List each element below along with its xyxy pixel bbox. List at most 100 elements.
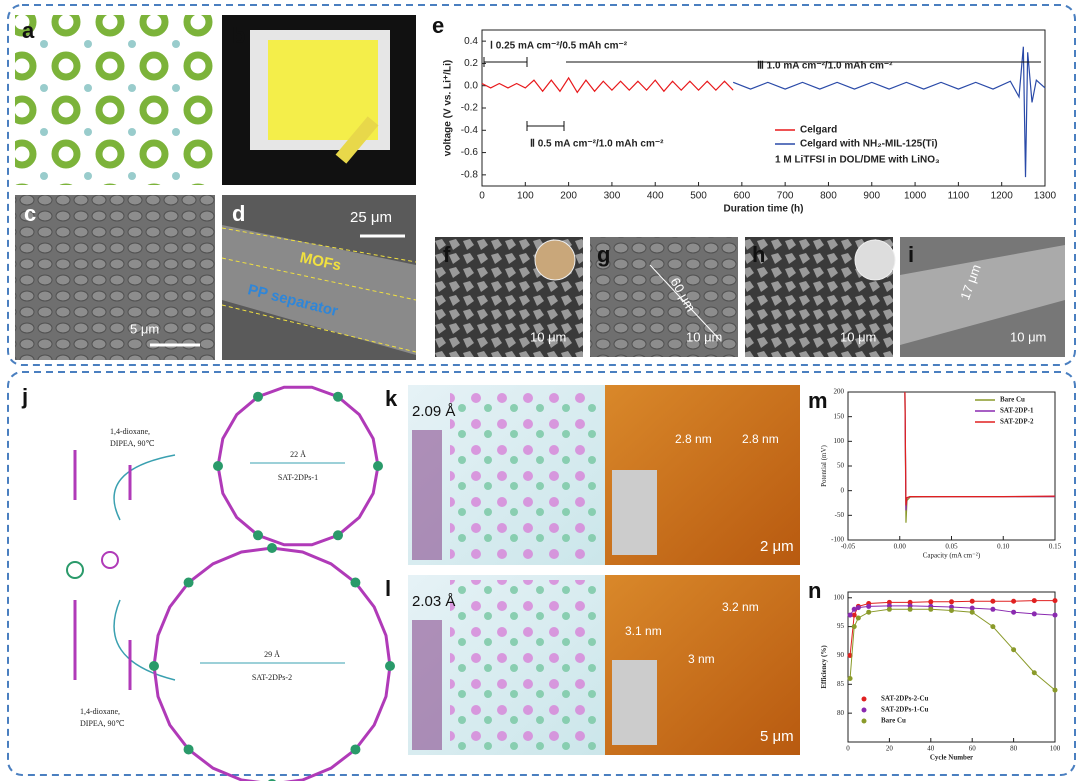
series-marker bbox=[990, 624, 996, 630]
scale-label: 25 μm bbox=[350, 209, 392, 226]
legend-swatch bbox=[861, 696, 867, 702]
series-marker bbox=[855, 605, 861, 611]
y-tick-label: 0 bbox=[841, 486, 845, 494]
triazine-node bbox=[333, 530, 343, 541]
structure-model bbox=[450, 390, 600, 560]
y-tick-label: 0.2 bbox=[464, 58, 478, 69]
boundary bbox=[221, 257, 417, 301]
y-tick-label: -0.4 bbox=[461, 125, 479, 136]
series-marker bbox=[866, 609, 872, 615]
chart: 0 20 40 60 80 100 80 85 90 95 100 Cycle Number Effic… bbox=[820, 591, 1061, 762]
legend-label: SAT-2DPs-2-Cu bbox=[881, 695, 929, 703]
x-tick-label: 100 bbox=[517, 191, 534, 202]
scale-label: 10 μm bbox=[840, 329, 876, 344]
y-tick-label: -0.8 bbox=[461, 169, 479, 180]
series-marker bbox=[949, 604, 954, 610]
triazine-node bbox=[385, 661, 395, 671]
x-tick-label: 0 bbox=[479, 191, 485, 202]
series-marker bbox=[1011, 598, 1017, 604]
y-tick-label: -0.6 bbox=[461, 147, 479, 158]
panel-label: j bbox=[21, 384, 28, 409]
spacing-label: 2.09 Å bbox=[412, 403, 455, 420]
panel-label: a bbox=[22, 18, 35, 43]
photo-inset bbox=[534, 239, 576, 281]
annotation: Ⅱ 0.5 mA cm⁻²/1.0 mAh cm⁻² bbox=[530, 139, 664, 150]
y-tick-label: 0.4 bbox=[464, 36, 478, 47]
triazine-node bbox=[183, 577, 194, 588]
triazine-node bbox=[213, 461, 223, 471]
pore-size: 29 Å bbox=[264, 650, 280, 659]
y-axis-label: Potential (mV) bbox=[820, 444, 828, 486]
series-marker bbox=[1031, 611, 1037, 617]
x-tick-label: 100 bbox=[1050, 745, 1061, 753]
legend-label: Celgard bbox=[800, 125, 837, 136]
sem-image bbox=[15, 195, 215, 360]
panel-label: l bbox=[385, 576, 391, 601]
plot-frame bbox=[481, 29, 1046, 187]
scale-label: 5 μm bbox=[760, 728, 794, 745]
chart: -0.05 0.00 0.05 0.10 0.15 -100 -50 0 50 100 150 200… bbox=[820, 388, 1062, 560]
series-marker bbox=[1011, 647, 1017, 653]
triazine-node bbox=[149, 661, 159, 671]
series-marker bbox=[847, 676, 853, 682]
panel-frame bbox=[7, 371, 1076, 776]
x-tick-label: -0.05 bbox=[841, 543, 856, 551]
y-tick-label: -50 bbox=[835, 511, 845, 519]
sem-image bbox=[590, 237, 738, 357]
panel-label: i bbox=[908, 242, 914, 267]
separator-layer bbox=[222, 225, 416, 355]
x-axis-label: Duration time (h) bbox=[724, 204, 804, 215]
series-marker bbox=[949, 599, 954, 605]
y-tick-label: 200 bbox=[834, 388, 845, 396]
series-marker bbox=[1052, 612, 1058, 618]
triazine-node bbox=[350, 577, 361, 588]
series-marker bbox=[866, 603, 872, 609]
panel-label: m bbox=[808, 388, 828, 413]
series-marker bbox=[969, 609, 975, 615]
panel-frame bbox=[7, 4, 1076, 366]
arrow bbox=[113, 599, 176, 681]
triazine-node bbox=[333, 391, 343, 402]
thickness-line bbox=[649, 264, 721, 341]
x-axis-label: Capacity (mA cm⁻²) bbox=[923, 552, 981, 560]
scale-label: 2 μm bbox=[760, 538, 794, 555]
layer-stack bbox=[412, 430, 442, 560]
photo-inset bbox=[854, 239, 896, 281]
legend-swatch bbox=[861, 707, 867, 713]
boundary bbox=[221, 304, 417, 353]
x-tick-label: 0.15 bbox=[1049, 543, 1062, 551]
annotation: Ⅰ 0.25 mA cm⁻²/0.5 mAh cm⁻² bbox=[490, 41, 628, 52]
annotation: 1 M LiTFSI in DOL/DME with LiNO₃ bbox=[775, 155, 940, 166]
y-tick-label: -100 bbox=[831, 536, 844, 544]
triazine-node bbox=[183, 744, 194, 755]
plot-frame bbox=[847, 391, 1056, 541]
series-marker bbox=[1052, 687, 1058, 693]
series-marker bbox=[1031, 670, 1037, 676]
series-line bbox=[481, 76, 734, 94]
crystal-structure bbox=[15, 15, 215, 185]
legend-label: Bare Cu bbox=[881, 717, 906, 725]
x-tick-label: 500 bbox=[690, 191, 707, 202]
series-marker bbox=[886, 603, 892, 609]
panel-label: e bbox=[432, 13, 444, 38]
condition: DIPEA, 90℃ bbox=[110, 439, 155, 448]
series-line bbox=[904, 391, 1056, 506]
legend-label: Bare Cu bbox=[1000, 396, 1025, 404]
height-label: 3 nm bbox=[688, 652, 715, 666]
series-marker bbox=[990, 598, 996, 604]
plot-frame bbox=[847, 591, 1056, 743]
mof-coating bbox=[268, 40, 378, 140]
panel-label: c bbox=[24, 201, 36, 226]
series-marker bbox=[1011, 609, 1017, 615]
vial-photo bbox=[612, 470, 657, 555]
y-tick-label: 150 bbox=[834, 412, 845, 420]
structure-model bbox=[450, 580, 600, 750]
panel-label: f bbox=[443, 242, 451, 267]
boundary bbox=[221, 227, 417, 263]
y-tick-label: 50 bbox=[837, 462, 845, 470]
layer-stack bbox=[412, 620, 442, 750]
x-tick-label: 80 bbox=[1010, 745, 1018, 753]
height-label: 2.8 nm bbox=[675, 432, 712, 446]
series-marker bbox=[907, 603, 913, 609]
x-tick-label: 1300 bbox=[1034, 191, 1057, 202]
